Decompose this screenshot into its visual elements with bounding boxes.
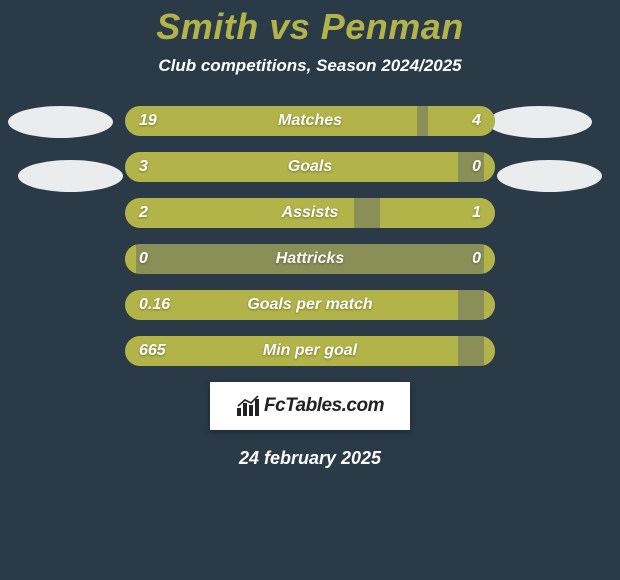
stat-row: Hattricks0 0 xyxy=(125,244,495,274)
logo-text: FcTables.com xyxy=(264,395,384,417)
stat-value-right: 1 xyxy=(472,198,481,228)
chart-icon xyxy=(236,395,262,417)
stat-label: Assists xyxy=(125,198,495,228)
stat-value-left: 665 xyxy=(139,336,166,366)
stat-label: Goals xyxy=(125,152,495,182)
player-slot-left-0 xyxy=(8,106,113,138)
stat-value-left: 19 xyxy=(139,106,157,136)
stat-value-right: 0 xyxy=(472,244,481,274)
stat-value-left: 0.16 xyxy=(139,290,170,320)
stat-row: Goals3 0 xyxy=(125,152,495,182)
stat-label: Min per goal xyxy=(125,336,495,366)
stat-label: Goals per match xyxy=(125,290,495,320)
player-slot-right-2 xyxy=(487,106,592,138)
stat-row: Min per goal665 xyxy=(125,336,495,366)
stat-row: Assists2 1 xyxy=(125,198,495,228)
stat-label: Hattricks xyxy=(125,244,495,274)
stat-row: Matches19 4 xyxy=(125,106,495,136)
player-slot-left-1 xyxy=(18,160,123,192)
stat-label: Matches xyxy=(125,106,495,136)
stat-value-left: 0 xyxy=(139,244,148,274)
page-title: Smith vs Penman xyxy=(0,0,620,48)
date-text: 24 february 2025 xyxy=(0,448,620,469)
stat-value-left: 3 xyxy=(139,152,148,182)
stat-value-right: 0 xyxy=(472,152,481,182)
stats-area: Matches194Goals30Assists21Hattricks00Goa… xyxy=(0,106,620,366)
player-slot-right-3 xyxy=(497,160,602,192)
subtitle: Club competitions, Season 2024/2025 xyxy=(0,56,620,76)
stat-row: Goals per match0.16 xyxy=(125,290,495,320)
stat-value-left: 2 xyxy=(139,198,148,228)
stat-value-right: 4 xyxy=(472,106,481,136)
fctables-logo: FcTables.com xyxy=(210,382,410,430)
